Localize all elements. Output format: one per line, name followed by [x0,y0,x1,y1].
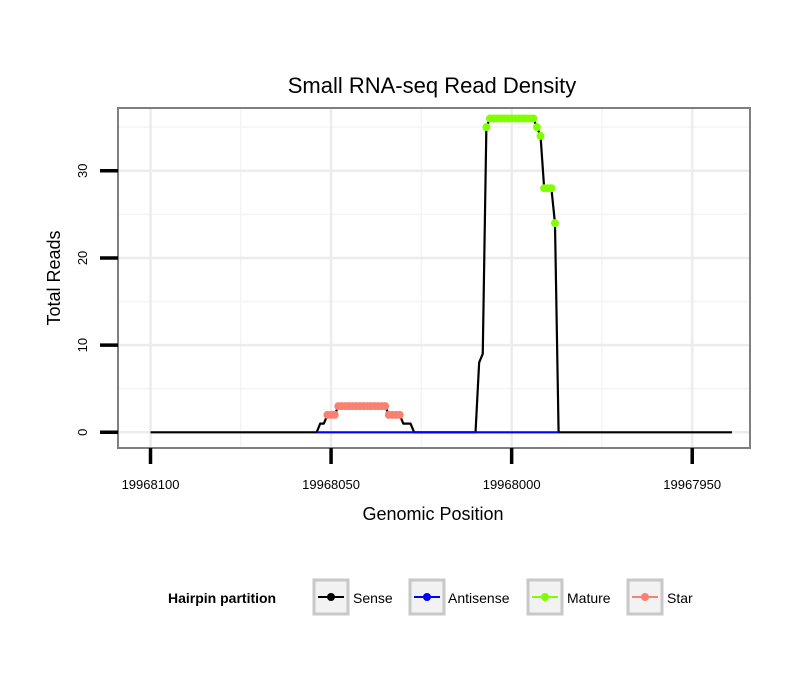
data-point-star [381,402,390,411]
legend: Hairpin partition Sense Antisense Mature Sta… [168,578,693,616]
legend-label: Sense [353,590,393,606]
x-tick-label: 19967950 [663,477,721,492]
x-tick-label: 19968050 [302,477,360,492]
legend-label: Mature [567,590,611,606]
y-tick-label: 10 [75,338,90,352]
legend-title: Hairpin partition [168,590,276,606]
legend-label: Star [667,590,693,606]
x-tick-label: 19968000 [483,477,541,492]
data-point-mature [547,184,556,193]
y-tick-label: 30 [75,164,90,178]
x-axis-label: Genomic Position [362,504,503,524]
data-point-mature [482,123,491,132]
legend-label: Antisense [448,590,510,606]
legend-item-antisense: Antisense [408,578,510,616]
y-tick-label: 20 [75,251,90,265]
data-point-star [330,410,339,419]
grid [118,108,750,448]
legend-key-point [541,593,549,601]
x-tick-label: 19968100 [122,477,180,492]
chart-title: Small RNA-seq Read Density [288,73,577,98]
plot-panel-border [117,107,751,449]
data-point-mature [532,123,541,132]
legend-item-sense: Sense [312,578,393,616]
data-point-mature [536,131,545,140]
legend-key-point [423,593,431,601]
legend-item-star: Star [626,578,693,616]
axes: 19968100 19968050 19968000 19967950 0 10 20 30 [75,164,721,492]
legend-key-point [327,593,335,601]
legend-item-mature: Mature [526,578,611,616]
legend-key-point [641,593,649,601]
y-axis-label: Total Reads [44,230,64,325]
plot-panel [118,108,750,448]
data-point-mature [550,219,559,228]
data-point-mature [529,114,538,123]
y-tick-label: 0 [75,429,90,436]
series-layer [150,114,732,434]
data-point-star [395,410,404,419]
